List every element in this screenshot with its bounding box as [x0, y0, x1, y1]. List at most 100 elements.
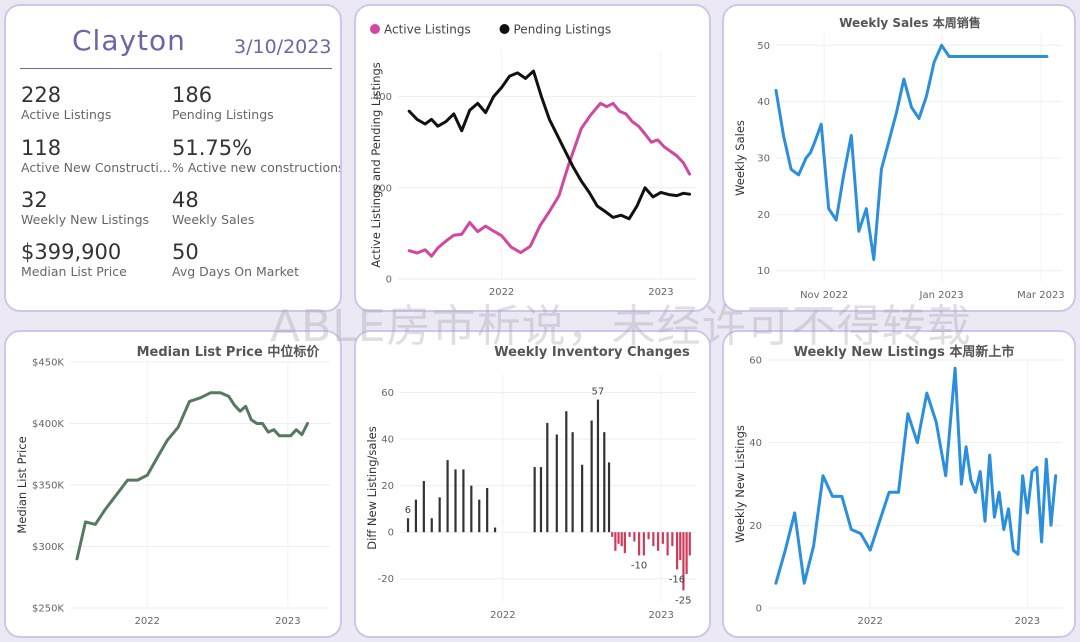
- x-tick-label: 2022: [857, 616, 882, 627]
- bar: [617, 532, 620, 544]
- kpi-value: 48: [172, 188, 199, 212]
- kpi-label: Pending Listings: [172, 107, 274, 122]
- y-tick-label: 30: [757, 154, 770, 165]
- bar: [679, 532, 682, 561]
- bar: [571, 432, 574, 533]
- x-tick-label: 2022: [135, 616, 160, 627]
- bar: [406, 518, 410, 533]
- y-axis-label: Median List Price: [15, 436, 29, 533]
- legend-label: Active Listings: [384, 23, 471, 37]
- kpi-pct-new-construction: 51.75% % Active new constructions: [172, 136, 340, 176]
- kpi-label: Weekly Sales: [172, 212, 255, 227]
- bar: [493, 527, 497, 533]
- y-tick-label: 10: [757, 266, 770, 277]
- bar: [652, 532, 655, 547]
- chart-title: Weekly Inventory Changes: [494, 345, 690, 360]
- data-label: -10: [631, 560, 647, 571]
- bar: [539, 467, 543, 533]
- weekly-sales-line-chart: 10 20 30 40 50 Nov 2022 Jan 2023 Mar 2023 Weekly…: [733, 15, 1065, 301]
- bar: [623, 532, 626, 554]
- bar: [647, 532, 650, 540]
- x-tick-label: 2023: [275, 616, 300, 627]
- bar: [682, 532, 685, 591]
- bar: [486, 488, 489, 533]
- kpi-active-listings: 228 Active Listings: [21, 83, 111, 123]
- listings-chart-panel: 0 200 400 2022 2023 Active Listings and Pendi…: [354, 4, 711, 312]
- bar: [581, 464, 584, 533]
- series-line: [75, 391, 309, 561]
- y-tick-label: 20: [757, 210, 770, 221]
- report-date: 3/10/2023: [234, 36, 332, 58]
- kpi-pending-listings: 186 Pending Listings: [172, 83, 274, 123]
- new-listings-chart-panel: 0 20 40 60 2022 2023 Weekly New Listings Weekly…: [722, 330, 1076, 638]
- median-list-price-line-chart: $250K $300K $350K $400K $450K 2022 2023 Median …: [15, 344, 330, 627]
- new-listings-line-chart: 0 20 40 60 2022 2023 Weekly New Listings Weekly…: [733, 344, 1062, 627]
- bar: [688, 532, 691, 556]
- chart-title: Weekly New Listings 本周新上市: [794, 344, 1015, 360]
- y-tick-label: 50: [757, 41, 770, 52]
- x-tick-label: 2022: [489, 287, 514, 298]
- city-name: Clayton: [72, 24, 186, 57]
- bar: [603, 432, 606, 533]
- x-tick-label: 2023: [648, 287, 673, 298]
- y-tick-label: 0: [386, 275, 392, 286]
- y-tick-label: 0: [388, 528, 394, 539]
- kpi-label: Weekly New Listings: [21, 212, 150, 227]
- bar: [462, 469, 465, 533]
- y-axis-label: Weekly Sales: [733, 120, 747, 196]
- bar: [611, 532, 614, 537]
- bar: [414, 499, 418, 533]
- bar: [478, 499, 481, 533]
- bar: [546, 422, 549, 533]
- x-tick-label: 2023: [1015, 616, 1040, 627]
- series-line: [774, 366, 1058, 585]
- y-tick-label: $450K: [32, 358, 64, 369]
- y-tick-label: 40: [381, 435, 394, 446]
- bar: [638, 532, 641, 556]
- weekly-sales-chart-panel: 10 20 30 40 50 Nov 2022 Jan 2023 Mar 2023 Weekly…: [722, 4, 1076, 312]
- active-pending-line-chart: 0 200 400 2022 2023 Active Listings and Pendi…: [369, 23, 696, 298]
- kpi-label: Active New Constructi...: [21, 160, 171, 175]
- median-price-chart-panel: $250K $300K $350K $400K $450K 2022 2023 Median …: [4, 330, 342, 638]
- kpi-label: Avg Days On Market: [172, 264, 299, 279]
- series-line: [407, 69, 692, 221]
- y-tick-label: 40: [757, 97, 770, 108]
- kpi-label: Active Listings: [21, 107, 112, 122]
- y-axis-label: Active Listings and Pending Listings: [369, 62, 383, 268]
- y-tick-label: 200: [373, 183, 392, 194]
- legend-marker: [370, 24, 380, 34]
- summary-card: Clayton 3/10/2023 228 Active Listings 18…: [4, 4, 342, 312]
- bar: [596, 399, 600, 533]
- legend-marker: [499, 24, 510, 34]
- inventory-changes-chart-panel: -20 0 20 40 60 2022 2023 Diff New Listing/sales…: [354, 330, 711, 638]
- legend-label: Pending Listings: [514, 23, 612, 37]
- y-tick-label: -20: [378, 574, 394, 585]
- y-tick-label: 60: [381, 388, 394, 399]
- inventory-changes-bar-chart: -20 0 20 40 60 2022 2023 Diff New Listing/sales…: [365, 345, 696, 621]
- bar: [633, 532, 636, 542]
- kpi-value: 51.75%: [172, 136, 253, 160]
- y-tick-label: 0: [756, 604, 762, 615]
- bar: [614, 532, 617, 551]
- bar: [620, 532, 623, 547]
- x-tick-label: Mar 2023: [1017, 290, 1064, 301]
- bar: [555, 434, 558, 533]
- bar: [565, 411, 568, 533]
- bar: [666, 532, 669, 556]
- y-tick-label: $300K: [32, 542, 64, 553]
- bar: [607, 462, 611, 533]
- bar: [422, 481, 425, 533]
- data-label: 57: [591, 387, 604, 398]
- bar: [590, 420, 593, 533]
- divider: [20, 68, 332, 69]
- y-tick-label: 20: [749, 521, 762, 532]
- data-label: 6: [405, 505, 411, 516]
- bar: [685, 532, 688, 575]
- y-tick-label: $400K: [32, 419, 64, 430]
- x-tick-label: 2023: [648, 610, 673, 621]
- kpi-value: 50: [172, 240, 199, 264]
- bar: [628, 532, 631, 537]
- bar: [438, 497, 441, 533]
- kpi-value: $399,900: [21, 240, 122, 264]
- bar: [470, 485, 473, 533]
